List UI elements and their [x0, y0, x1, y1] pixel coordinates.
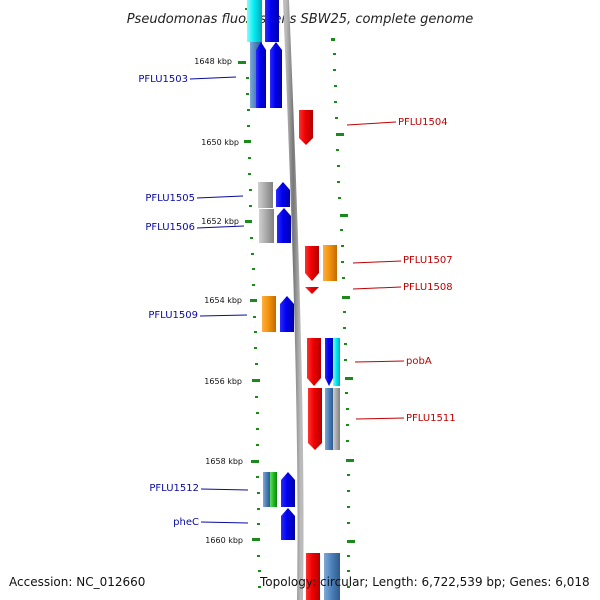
kbp-label: 1654 kbp: [204, 296, 242, 305]
gene-PFLU1503: [256, 42, 266, 108]
gene-label-PFLU1503: PFLU1503: [138, 74, 188, 85]
gene-pobA-c: [333, 338, 340, 386]
gene-label-PFLU1505: PFLU1505: [145, 193, 195, 204]
kbp-label: 1650 kbp: [201, 138, 239, 147]
gene-pheC: [281, 508, 295, 540]
gene-PFLU1506: [259, 209, 274, 243]
gene-PFLU1503-b: [270, 42, 282, 108]
gene-PFLU1512: [263, 472, 270, 507]
tick-marks-right: [331, 38, 355, 588]
kbp-label: 1652 kbp: [201, 217, 239, 226]
gene-blue-top: [265, 0, 279, 42]
gene-label-pobA: pobA: [406, 356, 432, 367]
gene-steel-bottom: [324, 553, 340, 600]
gene-label-pheC: pheC: [173, 517, 199, 528]
gene-label-PFLU1506: PFLU1506: [145, 222, 195, 233]
kbp-label: 1656 kbp: [204, 377, 242, 386]
tick-marks-left: [238, 8, 261, 588]
gene-label-PFLU1509: PFLU1509: [148, 310, 198, 321]
gene-label-PFLU1504: PFLU1504: [398, 117, 448, 128]
kbp-label: 1660 kbp: [205, 536, 243, 545]
gene-PFLU1509: [262, 296, 276, 332]
gene-label-PFLU1512: PFLU1512: [149, 483, 199, 494]
gene-PFLU1505: [258, 182, 273, 208]
gene-label-PFLU1507: PFLU1507: [403, 255, 453, 266]
leader-lines-right: [346, 121, 405, 420]
kbp-labels: 1648 kbp 1650 kbp 1652 kbp 1654 kbp 1656…: [194, 57, 243, 545]
gene-PFLU1506-b: [277, 208, 291, 243]
genome-backbone: [283, 0, 304, 600]
gene-pobA: [307, 338, 321, 386]
gene-cyan-top: [247, 0, 262, 42]
gene-PFLU1509-b: [280, 296, 294, 332]
gene-PFLU1508: [305, 287, 319, 294]
gene-labels-right[interactable]: PFLU1504 PFLU1507 PFLU1508 pobA PFLU1511: [398, 117, 456, 424]
leader-lines-left: [189, 76, 249, 524]
genome-title: Pseudomonas fluorescens SBW25, complete …: [127, 12, 474, 27]
gene-PFLU1505-b: [276, 182, 290, 207]
gene-label-PFLU1508: PFLU1508: [403, 282, 453, 293]
gene-pobA-b: [325, 338, 333, 386]
gene-PFLU1511-b: [325, 388, 333, 450]
gene-label-PFLU1511: PFLU1511: [406, 413, 456, 424]
gene-PFLU1507-b: [323, 245, 337, 281]
kbp-label: 1648 kbp: [194, 57, 232, 66]
genome-stats: Topology: circular; Length: 6,722,539 bp…: [260, 575, 590, 589]
gene-features-left[interactable]: [247, 0, 295, 540]
accession-label: Accession: NC_012660: [9, 575, 146, 589]
gene-PFLU1504: [299, 110, 313, 145]
gene-labels-left[interactable]: PFLU1503 PFLU1505 PFLU1506 PFLU1509 PFLU…: [138, 74, 199, 528]
gene-PFLU1511: [308, 388, 322, 450]
gene-PFLU1511-c: [333, 388, 340, 450]
gene-PFLU1512-c: [281, 472, 295, 507]
gene-PFLU1507: [305, 246, 319, 281]
gene-features-right[interactable]: [299, 110, 340, 600]
kbp-label: 1658 kbp: [205, 457, 243, 466]
gene-red-bottom: [306, 553, 320, 600]
minor-ticks-left: [245, 8, 261, 588]
gene-PFLU1512-b: [270, 472, 277, 507]
